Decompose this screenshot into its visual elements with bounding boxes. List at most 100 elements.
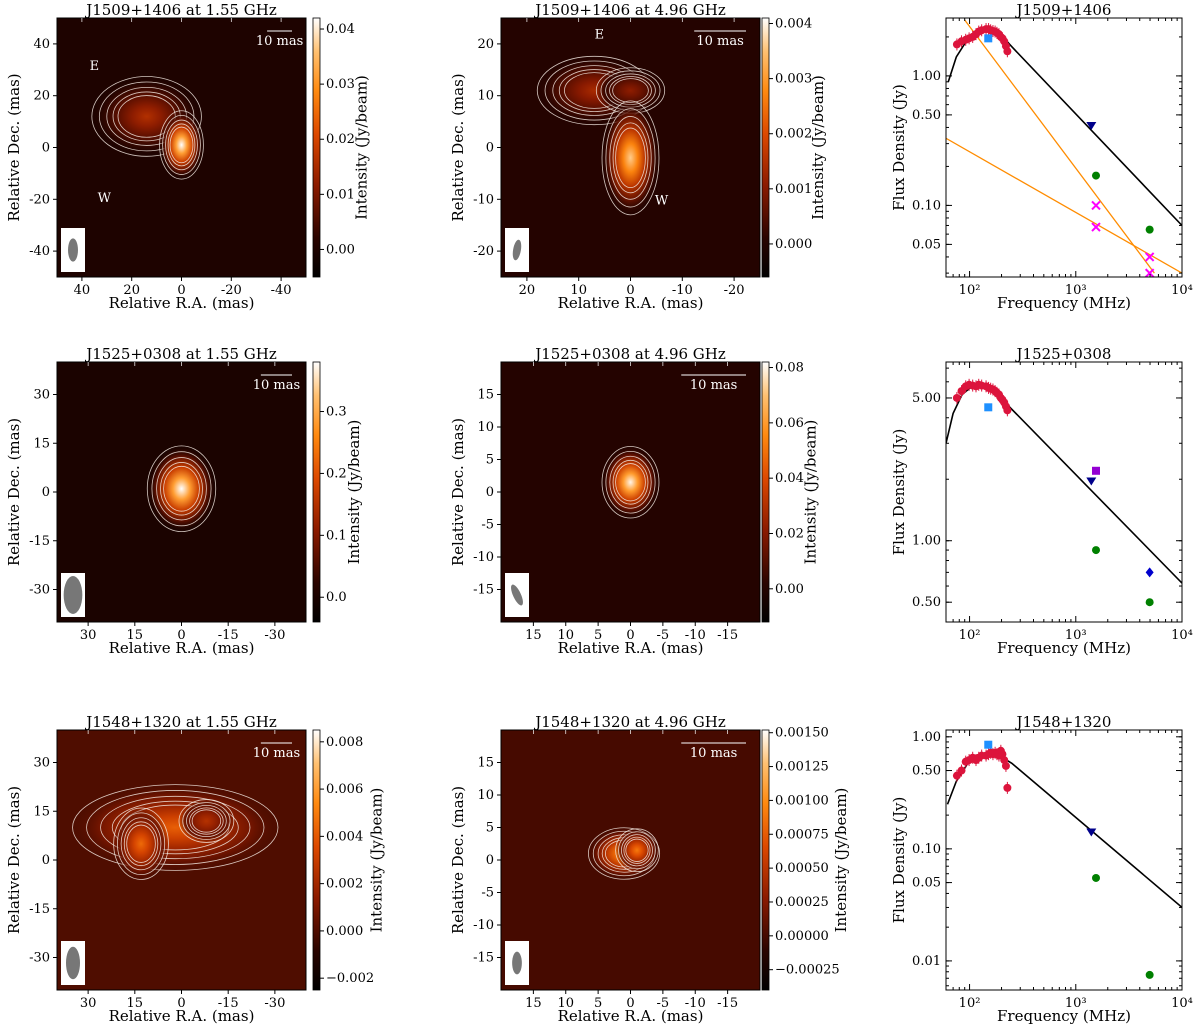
- contour: [615, 828, 659, 873]
- x-tick-label: -15: [717, 996, 738, 1011]
- x-tick-label: 0: [177, 996, 185, 1011]
- x-tick-label: 30: [80, 996, 97, 1011]
- y-tick-label: 30: [33, 388, 50, 403]
- data-point-gleam: [1001, 761, 1010, 770]
- x-tick-label: -15: [218, 996, 239, 1011]
- colorbar-label: Intensity (Jy/beam): [801, 420, 819, 565]
- x-tick-label: 10²: [959, 628, 981, 643]
- data-point-vlbi-total: [1145, 970, 1154, 979]
- colorbar: [312, 361, 321, 623]
- y-tick-label: -15: [29, 902, 50, 917]
- contour: [162, 114, 201, 175]
- map-title: J1509+1406 at 1.55 GHz: [84, 1, 277, 19]
- contour: [86, 790, 265, 865]
- sed-title: J1525+0308: [1015, 345, 1112, 363]
- contour: [605, 450, 656, 514]
- contour: [615, 463, 646, 502]
- y-tick-label: 1.00: [912, 534, 941, 549]
- y-axis-label: Flux Density (Jy): [890, 84, 908, 211]
- map-image: [91, 76, 204, 180]
- x-tick-label: -15: [717, 628, 738, 643]
- data-point-vlba-5-ghz: [1145, 567, 1154, 578]
- emission-component: [596, 67, 665, 114]
- y-axis-label: Relative Dec. (mas): [449, 73, 467, 221]
- beam-ellipse: [511, 584, 523, 606]
- contour: [609, 116, 652, 200]
- data-point-gleam: [1003, 783, 1012, 792]
- map-image: [146, 445, 217, 533]
- x-tick-label: 10: [570, 283, 587, 298]
- data-point-vlbi-total: [1091, 546, 1100, 555]
- colorbar-label: Intensity (Jy/beam): [345, 420, 363, 565]
- colorbar-tick-label: 0.00000: [775, 929, 829, 944]
- contour: [167, 123, 196, 167]
- contour: [159, 110, 204, 180]
- sed-panel-5: J1525+0308 10² 10³ 10⁴ Frequency (MHz) 0.50 1.…: [890, 345, 1193, 657]
- sed-title: J1548+1320: [1015, 713, 1112, 731]
- contour: [146, 445, 217, 533]
- colorbar-tick-label: 0.01: [326, 187, 355, 202]
- component-label: W: [655, 193, 669, 208]
- x-tick-label: 10: [557, 996, 574, 1011]
- contour: [165, 119, 198, 171]
- contour: [126, 824, 156, 863]
- y-tick-label: 15: [477, 388, 494, 403]
- colorbar: [312, 729, 321, 991]
- colorbar-tick-label: 0.02: [775, 526, 804, 541]
- contour: [186, 805, 227, 838]
- contour: [91, 76, 202, 157]
- colorbar: [761, 361, 770, 623]
- y-axis-label: Relative Dec. (mas): [449, 418, 467, 566]
- y-tick-label: 15: [33, 436, 50, 451]
- colorbar-tick-label: 0.2: [326, 466, 347, 481]
- colorbar-tick-label: −0.00025: [775, 963, 840, 978]
- x-tick-label: 40: [74, 283, 91, 298]
- emission-component: [113, 808, 169, 880]
- x-tick-label: 0: [626, 628, 634, 643]
- y-axis-label: Relative Dec. (mas): [449, 786, 467, 934]
- data-point-gleam: [952, 771, 961, 780]
- data-point-vlbi-components: [1091, 222, 1101, 232]
- y-tick-label: -5: [481, 518, 494, 533]
- y-tick-label: 15: [33, 804, 50, 819]
- y-tick-label: -15: [29, 534, 50, 549]
- data-point-gleam: [952, 393, 961, 402]
- data-point-gleam: [1003, 406, 1012, 415]
- emission-component: [615, 828, 659, 872]
- map-panel-0: E W 10 mas J1509+1406 at 1.55 GHz 40 20 0 -20 -4…: [5, 1, 370, 312]
- x-tick-label: -10: [685, 628, 706, 643]
- data-point-tgss: [984, 740, 993, 749]
- y-tick-label: 30: [33, 756, 50, 771]
- colorbar-tick-label: 0.04: [775, 471, 804, 486]
- colorbar-tick-label: 0.00125: [775, 760, 829, 775]
- y-tick-label: -5: [481, 886, 494, 901]
- data-point-vlbi-components: [1091, 200, 1101, 211]
- colorbar-tick-label: 0.00: [326, 242, 355, 257]
- x-tick-label: 10³: [1065, 628, 1087, 643]
- contour: [601, 100, 660, 216]
- colorbar-tick-label: 0.004: [326, 829, 363, 844]
- beam-ellipse: [68, 238, 78, 262]
- data-point-vlbi-total: [1091, 171, 1100, 180]
- y-tick-label: -10: [473, 550, 494, 565]
- map-title: J1509+1406 at 4.96 GHz: [533, 1, 726, 19]
- map-panel-1: E W 10 mas J1509+1406 at 4.96 GHz 20 10 0 -10 -2…: [449, 1, 827, 312]
- y-tick-label: 0.10: [912, 842, 941, 857]
- beam-ellipse: [512, 239, 522, 261]
- x-tick-label: 10⁴: [1171, 996, 1193, 1011]
- contour: [123, 821, 159, 867]
- sed-plot-area: [946, 740, 1182, 979]
- y-tick-label: 0: [42, 853, 50, 868]
- y-tick-label: 10: [477, 420, 494, 435]
- contour: [169, 126, 194, 164]
- map-title: J1525+0308 at 4.96 GHz: [533, 345, 726, 363]
- x-tick-label: 15: [525, 628, 542, 643]
- colorbar-tick-label: 0.03: [326, 77, 355, 92]
- colorbar-tick-label: 0.000: [775, 237, 812, 252]
- y-tick-label: 0.05: [912, 237, 941, 252]
- y-tick-label: 20: [33, 89, 50, 104]
- beam-ellipse: [512, 951, 522, 975]
- x-tick-label: 10⁴: [1171, 628, 1193, 643]
- x-axis-label: Relative R.A. (mas): [558, 1007, 704, 1025]
